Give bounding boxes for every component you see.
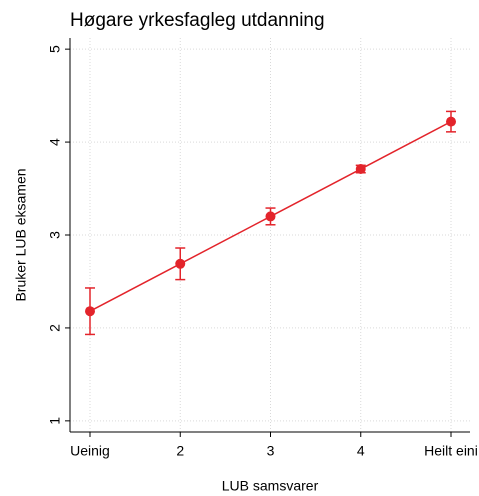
- point: [446, 116, 456, 127]
- y-axis-label: Bruker LUB eksamen: [13, 168, 29, 301]
- x-axis-label: LUB samsvarer: [222, 478, 319, 494]
- y-tick-label: 3: [47, 231, 63, 239]
- x-tick-label: Heilt eini: [424, 443, 478, 459]
- x-tick-label: 3: [267, 443, 275, 459]
- y-tick-label: 5: [47, 45, 63, 53]
- x-tick-label: 4: [357, 443, 365, 459]
- chart-title: Høgare yrkesfagleg utdanning: [70, 10, 325, 31]
- y-tick-label: 4: [47, 138, 63, 146]
- point: [175, 258, 186, 269]
- y-tick-label: 2: [47, 324, 63, 332]
- point: [85, 306, 95, 317]
- x-tick-label: Ueinig: [70, 443, 110, 459]
- point: [355, 164, 366, 175]
- x-tick-label: 2: [176, 443, 184, 459]
- point: [265, 211, 276, 222]
- y-tick-label: 1: [47, 417, 63, 425]
